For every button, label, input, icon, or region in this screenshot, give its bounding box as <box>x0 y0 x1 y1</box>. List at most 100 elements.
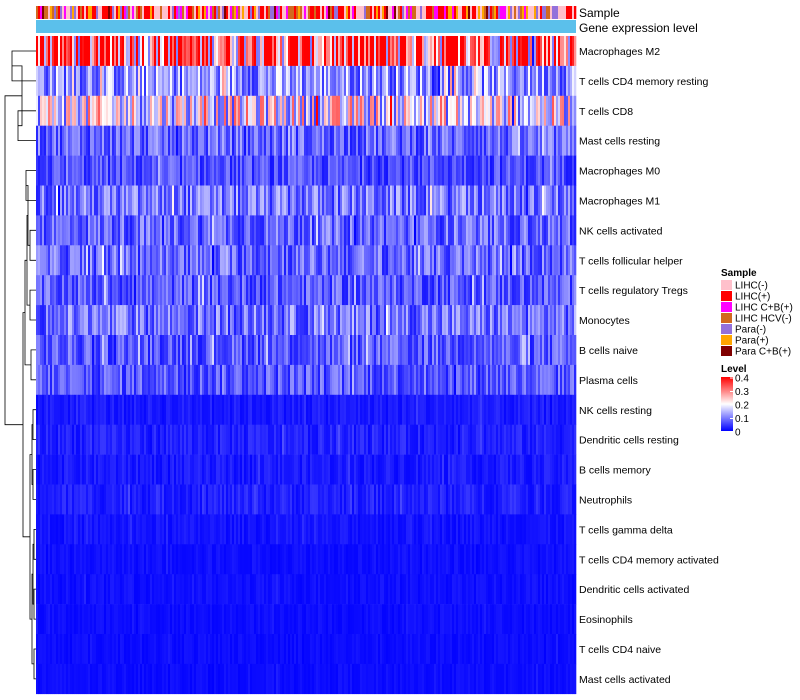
sample-cell <box>272 6 275 19</box>
sample-cell <box>138 6 141 19</box>
sample-cell <box>40 6 43 19</box>
row-label: B cells naive <box>579 345 638 357</box>
sample-cell <box>242 6 245 19</box>
sample-cell <box>400 6 403 19</box>
sample-legend-label: Para(-) <box>735 325 766 336</box>
sample-cell <box>384 6 387 19</box>
sample-cell <box>140 6 143 19</box>
sample-cell <box>366 6 369 19</box>
level-legend-tick: 0.4 <box>735 374 749 385</box>
heatmap-row <box>36 36 577 67</box>
sample-cell <box>414 6 417 19</box>
sample-cell <box>398 6 401 19</box>
sample-cell <box>456 6 459 19</box>
sample-cell <box>218 6 221 19</box>
sample-cell <box>536 6 539 19</box>
sample-cell <box>350 6 353 19</box>
sample-cell <box>216 6 219 19</box>
sample-legend-swatch <box>721 335 732 345</box>
sample-cell <box>274 6 277 19</box>
sample-cell <box>514 6 517 19</box>
heatmap-row <box>36 215 577 246</box>
sample-cell <box>122 6 125 19</box>
dendrogram-branch <box>4 95 23 426</box>
sample-cell <box>262 6 265 19</box>
sample-cell <box>64 6 67 19</box>
sample-cell <box>328 6 331 19</box>
sample-cell <box>378 6 381 19</box>
sample-cell <box>442 6 445 19</box>
row-label: Macrophages M0 <box>579 166 660 178</box>
sample-cell <box>150 6 153 19</box>
sample-cell <box>44 6 47 19</box>
sample-cell <box>220 6 223 19</box>
sample-cell <box>330 6 333 19</box>
sample-cell <box>472 6 475 19</box>
sample-cell <box>372 6 375 19</box>
sample-cell <box>148 6 151 19</box>
sample-cell <box>392 6 395 19</box>
sample-cell <box>94 6 97 19</box>
sample-cell <box>254 6 257 19</box>
sample-cell <box>190 6 193 19</box>
heatmap-row <box>36 514 577 545</box>
sample-cell <box>126 6 129 19</box>
sample-cell <box>278 6 281 19</box>
sample-cell <box>522 6 525 19</box>
sample-cell <box>144 6 147 19</box>
sample-cell <box>106 6 109 19</box>
sample-cell <box>478 6 481 19</box>
dendrogram-branch <box>29 229 36 261</box>
row-label: T cells gamma delta <box>579 524 673 536</box>
sample-cell <box>168 6 171 19</box>
sample-cell <box>96 6 99 19</box>
sample-cell <box>90 6 93 19</box>
sample-cell <box>540 6 543 19</box>
sample-cell <box>526 6 529 19</box>
sample-cell <box>428 6 431 19</box>
heatmap-row <box>36 95 577 126</box>
sample-cell <box>356 6 359 19</box>
sample-cell <box>504 6 507 19</box>
sample-cell <box>360 6 363 19</box>
heatmap-row <box>36 125 577 156</box>
sample-cell <box>388 6 391 19</box>
sample-legend-swatch <box>721 280 732 290</box>
heatmap-cells <box>36 36 577 695</box>
sample-cell <box>496 6 499 19</box>
sample-cell <box>286 6 289 19</box>
sample-cell <box>296 6 299 19</box>
sample-cell <box>422 6 425 19</box>
heatmap-row <box>36 364 577 396</box>
sample-cell <box>240 6 243 19</box>
row-label: T cells CD4 memory resting <box>579 76 708 88</box>
sample-cell <box>470 6 473 19</box>
sample-legend-swatch <box>721 291 732 301</box>
sample-cell <box>304 6 307 19</box>
sample-cell <box>172 6 175 19</box>
sample-cell <box>404 6 407 19</box>
row-label: T cells CD8 <box>579 106 633 118</box>
sample-cell <box>438 6 441 19</box>
sample-cell <box>426 6 429 19</box>
sample-cell <box>118 6 121 19</box>
sample-cell <box>464 6 467 19</box>
sample-cell <box>276 6 279 19</box>
sample-legend-label: Para(+) <box>735 336 769 347</box>
sample-cell <box>186 6 189 19</box>
sample-cell <box>192 6 195 19</box>
sample-cell <box>546 6 549 19</box>
sample-cell <box>60 6 63 19</box>
sample-cell <box>502 6 505 19</box>
heatmap-row <box>36 574 577 605</box>
level-colorbar <box>721 377 733 431</box>
sample-cell <box>88 6 91 19</box>
sample-cell <box>348 6 351 19</box>
sample-cell <box>78 6 81 19</box>
sample-cell <box>246 6 249 19</box>
sample-cell <box>104 6 107 19</box>
sample-cell <box>446 6 449 19</box>
row-label: NK cells resting <box>579 405 652 417</box>
sample-cell <box>396 6 399 19</box>
